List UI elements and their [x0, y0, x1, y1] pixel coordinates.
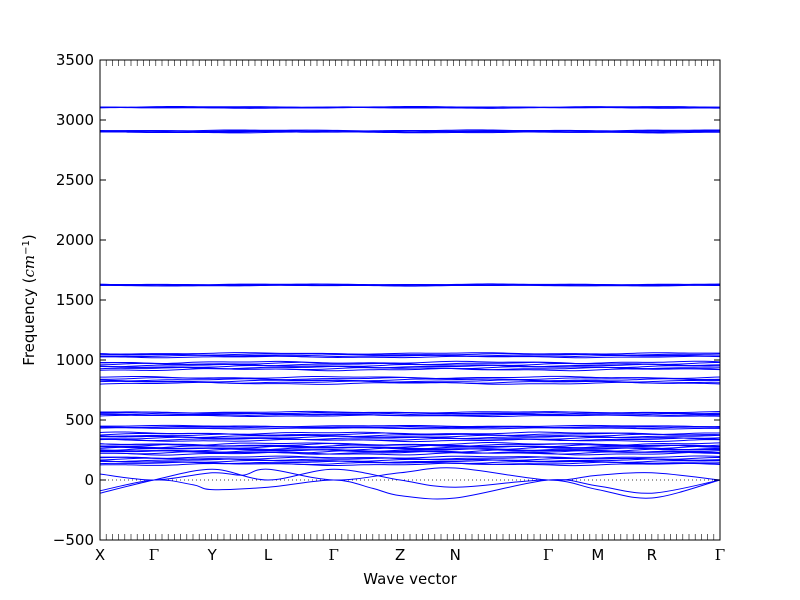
x-tick-label: Y	[207, 546, 218, 564]
x-tick-label: N	[450, 546, 461, 564]
x-tick-label: Γ	[543, 546, 553, 564]
band-line	[99, 130, 721, 134]
x-tick-label: X	[95, 546, 105, 564]
x-tick-label: Γ	[149, 546, 159, 564]
x-tick-label: Γ	[329, 546, 339, 564]
band-line	[99, 413, 721, 416]
band-line	[99, 378, 721, 382]
axis-ticks	[99, 59, 721, 541]
band-line	[99, 379, 721, 383]
x-axis-label: Wave vector	[363, 570, 457, 588]
y-tick-label: 500	[65, 411, 94, 429]
band-line	[99, 361, 721, 366]
band-line	[99, 437, 721, 442]
band-line	[99, 433, 721, 437]
band-line	[99, 451, 721, 456]
y-tick-label: 2000	[56, 231, 94, 249]
band-line	[99, 375, 721, 379]
y-axis-unit-exp: −1	[21, 240, 32, 255]
acoustic-branch	[99, 468, 721, 499]
band-line	[99, 448, 721, 453]
band-line	[99, 105, 721, 108]
y-axis-unit-base: cm	[20, 255, 38, 278]
acoustic-branch	[99, 467, 721, 481]
band-line	[99, 425, 721, 428]
tick-labels: −500 0 500 1000 1500 2000 2500 3000 3500 X Γ Y L Γ Z N Γ…	[53, 51, 725, 564]
band-line	[99, 462, 721, 467]
y-tick-label: 1000	[56, 351, 94, 369]
band-line	[99, 449, 721, 453]
band-line	[99, 129, 720, 132]
acoustic-branch	[99, 479, 721, 500]
band-line	[99, 445, 721, 450]
band-line	[99, 434, 721, 438]
band-line	[99, 355, 721, 359]
band-line	[99, 455, 721, 459]
band-line	[99, 442, 721, 447]
band-line	[99, 352, 721, 355]
y-tick-label: 3000	[56, 111, 94, 129]
band-line	[99, 459, 721, 463]
x-tick-label: M	[591, 546, 604, 564]
band-line	[99, 283, 721, 286]
y-axis-label-text: Frequency	[20, 288, 38, 366]
x-tick-label: R	[647, 546, 657, 564]
y-axis-label: Frequency (cm−1)	[20, 234, 38, 365]
band-line	[99, 424, 721, 428]
band-lines	[99, 105, 721, 500]
y-tick-label: 3500	[56, 51, 94, 69]
y-tick-label: 0	[84, 471, 94, 489]
x-tick-label: Z	[395, 546, 405, 564]
x-tick-label: L	[264, 546, 273, 564]
band-line	[99, 426, 721, 429]
band-line	[99, 456, 721, 460]
y-tick-label: −500	[53, 531, 94, 549]
y-tick-label: 2500	[56, 171, 94, 189]
band-line	[99, 438, 721, 443]
band-line	[99, 284, 721, 287]
x-tick-label: Γ	[715, 546, 725, 564]
band-line	[99, 364, 721, 369]
band-line	[99, 410, 721, 414]
band-line	[99, 360, 721, 365]
plot-frame	[99, 59, 721, 541]
band-line	[99, 431, 721, 435]
band-line	[99, 353, 721, 356]
y-tick-label: 1500	[56, 291, 94, 309]
